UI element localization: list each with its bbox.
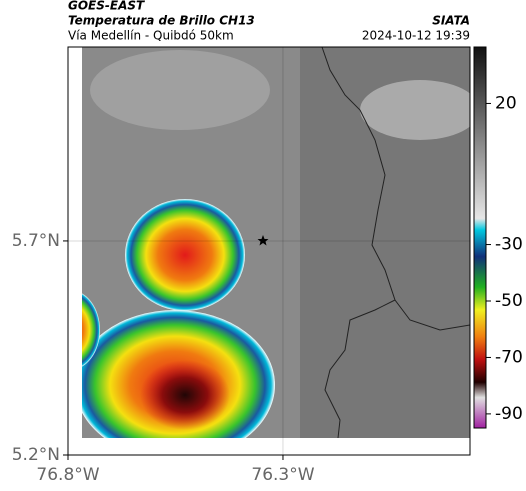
colorbar-tick-label: -70: [495, 347, 523, 367]
colorbar-tick-label: 20: [495, 93, 517, 113]
x-tick-label: 76.8°W: [36, 465, 99, 485]
colorbar: [473, 46, 487, 429]
x-tick-label: 76.3°W: [251, 465, 314, 485]
map-frame: [67, 46, 471, 456]
title: GOES-EAST: [68, 0, 145, 13]
colorbar-tick-label: -90: [495, 404, 523, 424]
datetime: 2024-10-12 19:39: [362, 29, 470, 43]
y-tick-label: 5.7°N: [12, 231, 60, 251]
subtitle: Temperatura de Brillo CH13: [68, 14, 255, 28]
colorbar-tick-label: -30: [495, 235, 523, 255]
source: SIATA: [432, 14, 470, 28]
colorbar-tick-label: -50: [495, 291, 523, 311]
y-tick-label: 5.2°N: [12, 445, 60, 465]
location: Vía Medellín - Quibdó 50km: [68, 29, 234, 43]
satellite-image: [82, 47, 470, 438]
